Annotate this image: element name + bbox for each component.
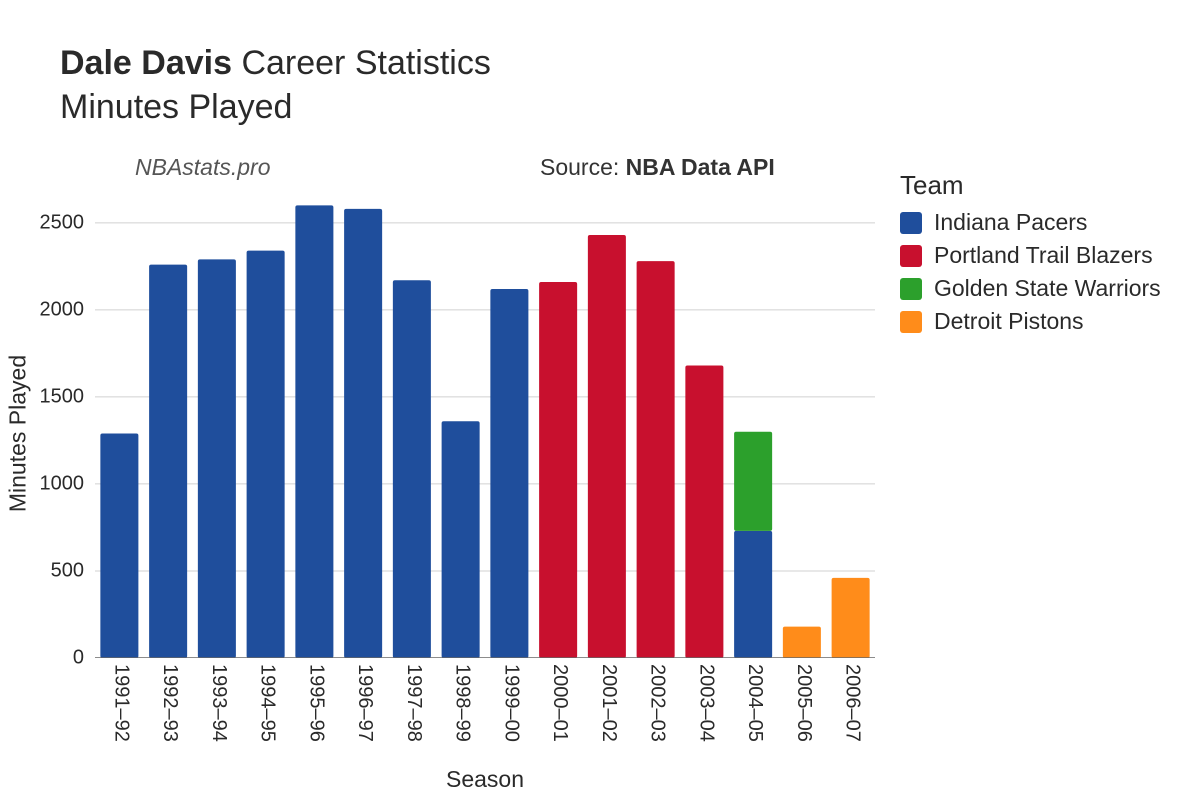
- bar-segment: [198, 259, 236, 658]
- bar-segment: [734, 432, 772, 531]
- bar-segment: [783, 627, 821, 658]
- x-tick-label: 2006–07: [841, 664, 864, 742]
- title-bold: Dale Davis: [60, 44, 232, 82]
- legend-swatch: [900, 311, 922, 333]
- x-tick-label: 1992–93: [158, 664, 181, 742]
- legend-item: Detroit Pistons: [900, 308, 1161, 335]
- bar-segment: [539, 282, 577, 658]
- legend-items: Indiana Pacers Portland Trail Blazers Gold…: [900, 209, 1161, 335]
- x-tick-label: 2003–04: [694, 664, 717, 742]
- source-text: Source: NBA Data API: [540, 154, 775, 181]
- y-tick-label: 0: [73, 647, 84, 670]
- x-tick-label: 1998–99: [451, 664, 474, 742]
- bar-segment: [588, 235, 626, 658]
- y-tick-label: 2500: [40, 211, 85, 234]
- y-tick-label: 1500: [40, 385, 85, 408]
- x-tick-label: 1996–97: [353, 664, 376, 742]
- x-tick-label: 1997–98: [402, 664, 425, 742]
- x-tick-label: 1991–92: [109, 664, 132, 742]
- y-axis-label: Minutes Played: [5, 355, 32, 512]
- legend-swatch: [900, 245, 922, 267]
- bar-segment: [344, 209, 382, 658]
- x-tick-label: 1999–00: [499, 664, 522, 742]
- x-tick-label: 1994–95: [256, 664, 279, 742]
- source-bold: NBA Data API: [626, 154, 775, 180]
- watermark-text: NBAstats.pro: [135, 154, 271, 181]
- bar-segment: [442, 421, 480, 658]
- x-tick-label: 2005–06: [792, 664, 815, 742]
- bars: [100, 205, 869, 658]
- bar-segment: [100, 433, 138, 658]
- legend-swatch: [900, 278, 922, 300]
- legend-label: Indiana Pacers: [934, 209, 1087, 236]
- chart-plot: [95, 188, 875, 658]
- bar-segment: [295, 205, 333, 658]
- bar-segment: [734, 531, 772, 658]
- legend-title: Team: [900, 170, 1161, 201]
- chart-subtitle: Minutes Played: [60, 88, 292, 127]
- x-tick-label: 1993–94: [207, 664, 230, 742]
- x-tick-label: 2002–03: [646, 664, 669, 742]
- bar-segment: [637, 261, 675, 658]
- bar-segment: [149, 265, 187, 658]
- legend-item: Indiana Pacers: [900, 209, 1161, 236]
- legend-swatch: [900, 212, 922, 234]
- legend-item: Portland Trail Blazers: [900, 242, 1161, 269]
- legend-label: Golden State Warriors: [934, 275, 1161, 302]
- bar-segment: [832, 578, 870, 658]
- legend-label: Detroit Pistons: [934, 308, 1084, 335]
- source-prefix: Source:: [540, 154, 626, 180]
- x-tick-label: 2001–02: [597, 664, 620, 742]
- bar-segment: [490, 289, 528, 658]
- bar-segment: [393, 280, 431, 658]
- x-tick-label: 1995–96: [304, 664, 327, 742]
- bar-segment: [685, 366, 723, 658]
- bar-segment: [247, 251, 285, 658]
- y-tick-label: 1000: [40, 472, 85, 495]
- title-rest: Career Statistics: [232, 44, 491, 82]
- legend: Team Indiana Pacers Portland Trail Blazer…: [900, 170, 1161, 341]
- x-axis-label: Season: [446, 766, 524, 793]
- x-tick-label: 2004–05: [743, 664, 766, 742]
- y-tick-label: 2000: [40, 298, 85, 321]
- x-tick-label: 2000–01: [548, 664, 571, 742]
- y-tick-label: 500: [51, 559, 84, 582]
- legend-label: Portland Trail Blazers: [934, 242, 1153, 269]
- chart-title: Dale Davis Career Statistics: [60, 44, 491, 83]
- legend-item: Golden State Warriors: [900, 275, 1161, 302]
